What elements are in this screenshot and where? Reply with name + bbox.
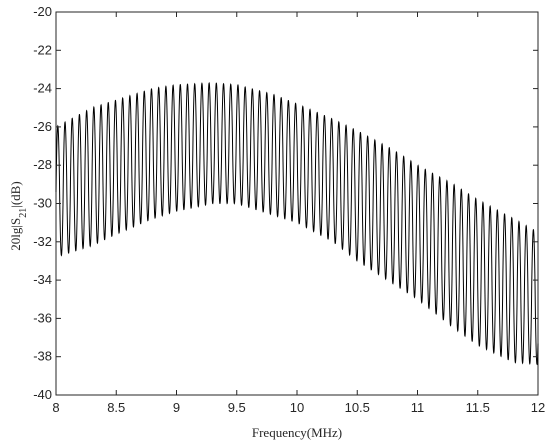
axis-ticks <box>55 11 539 396</box>
y-tick-label: -38 <box>33 349 52 364</box>
y-axis-label-subscript: 21 <box>18 208 29 218</box>
y-axis-label: 20lg|S21|(dB) <box>8 181 29 250</box>
tick-labels: 8 8.5 9 9.5 10 10.5 11 11.5 12 -40 -38 -36 -34 -32 -30… <box>33 4 545 415</box>
x-tick-label: 10 <box>290 400 304 415</box>
x-tick-label: 8.5 <box>107 400 125 415</box>
x-tick-label: 12 <box>531 400 545 415</box>
series-line <box>55 82 539 366</box>
x-tick-label: 11 <box>411 400 425 415</box>
y-axis-label-prefix: 20lg|S <box>8 218 23 251</box>
x-tick-label: 11.5 <box>466 400 490 415</box>
x-tick-label: 8 <box>52 400 59 415</box>
y-tick-label: -20 <box>33 4 52 19</box>
y-tick-label: -28 <box>33 157 52 172</box>
y-tick-label: -34 <box>33 272 52 287</box>
x-tick-label: 9 <box>173 400 180 415</box>
y-axis-label-suffix: |(dB) <box>8 181 23 207</box>
y-tick-label: -24 <box>33 81 52 96</box>
y-tick-label: -26 <box>33 119 52 134</box>
x-axis-label: Frequency(MHz) <box>252 425 342 440</box>
y-tick-label: -36 <box>33 310 52 325</box>
y-tick-label: -40 <box>33 387 52 402</box>
x-tick-label: 9.5 <box>228 400 246 415</box>
y-tick-label: -30 <box>33 196 52 211</box>
x-tick-label: 10.5 <box>345 400 370 415</box>
y-tick-label: -22 <box>33 42 52 57</box>
y-tick-label: -32 <box>33 234 52 249</box>
